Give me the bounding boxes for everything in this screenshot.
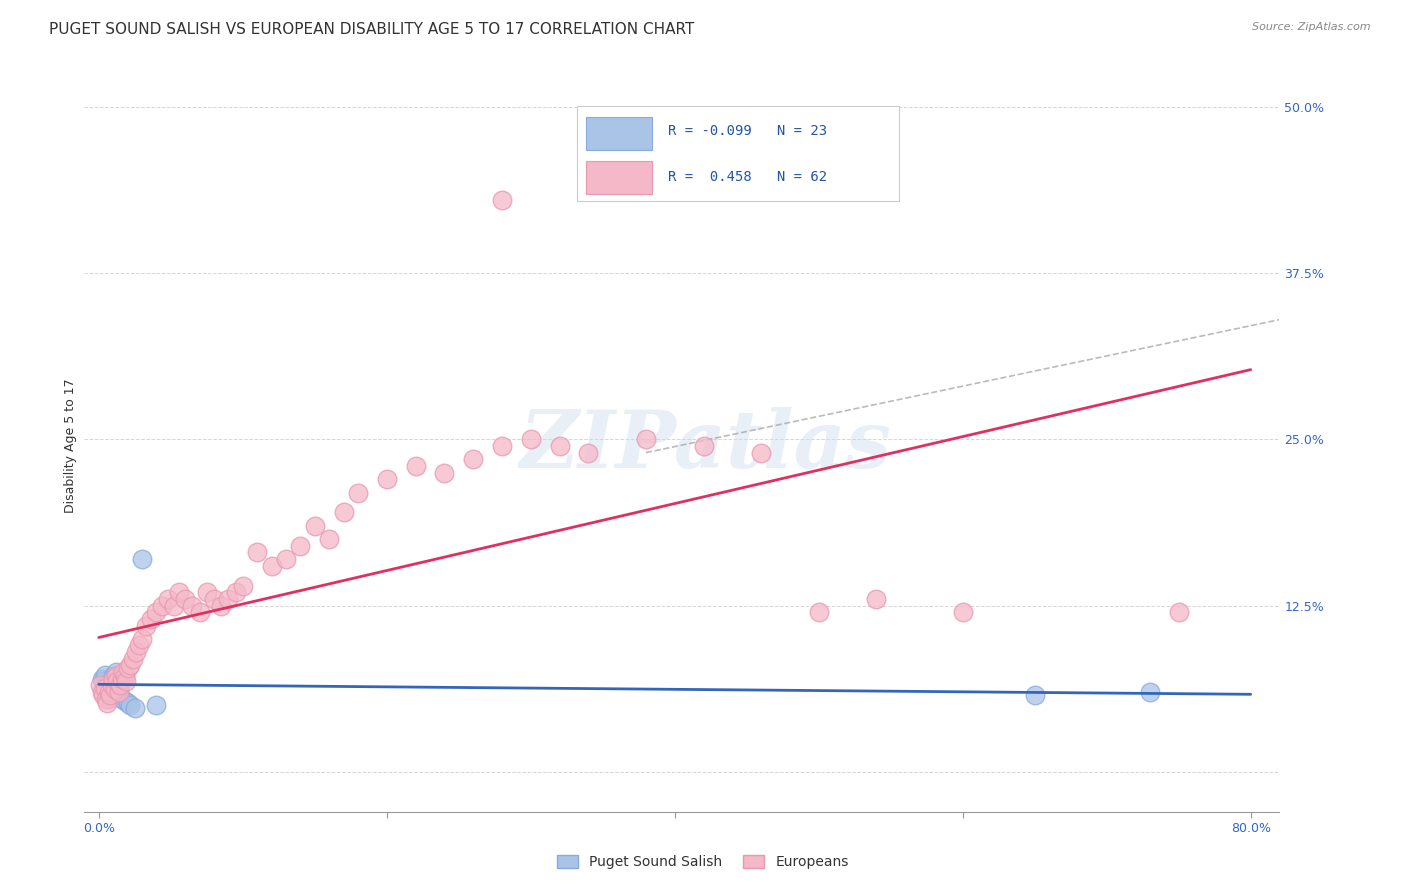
Point	[519, 433, 541, 447]
Point	[89, 678, 111, 692]
Point	[96, 685, 118, 699]
Point	[246, 545, 269, 559]
Point	[108, 685, 131, 699]
Point	[952, 605, 974, 619]
Point	[634, 433, 657, 447]
Point	[692, 439, 714, 453]
Point	[232, 579, 254, 593]
Legend: Puget Sound Salish, Europeans: Puget Sound Salish, Europeans	[550, 848, 856, 876]
Point	[318, 532, 340, 546]
Point	[107, 678, 129, 692]
Point	[114, 694, 136, 708]
Point	[131, 632, 153, 646]
Point	[217, 591, 239, 606]
Point	[463, 452, 485, 467]
Point	[105, 665, 128, 679]
Text: R = -0.099   N = 23: R = -0.099 N = 23	[668, 125, 827, 138]
Point	[128, 639, 150, 653]
Point	[375, 472, 398, 486]
Point	[93, 681, 115, 695]
Point	[105, 669, 128, 683]
Point	[101, 672, 124, 686]
Point	[90, 672, 112, 686]
Point	[112, 665, 135, 679]
Text: R =  0.458   N = 62: R = 0.458 N = 62	[668, 169, 827, 184]
Point	[274, 552, 297, 566]
Point	[110, 678, 132, 692]
Point	[491, 193, 513, 207]
Point	[111, 691, 134, 706]
Point	[91, 688, 114, 702]
Point	[260, 558, 283, 573]
Point	[96, 696, 118, 710]
FancyBboxPatch shape	[586, 117, 652, 150]
Text: Source: ZipAtlas.com: Source: ZipAtlas.com	[1253, 22, 1371, 32]
Point	[491, 439, 513, 453]
Point	[117, 661, 139, 675]
Point	[101, 669, 124, 683]
FancyBboxPatch shape	[576, 106, 900, 201]
Point	[110, 672, 132, 686]
Point	[107, 674, 129, 689]
Point	[98, 688, 121, 702]
Point	[304, 518, 326, 533]
Point	[290, 539, 312, 553]
Point	[111, 672, 134, 686]
Point	[749, 445, 772, 459]
Point	[135, 618, 157, 632]
Point	[90, 685, 112, 699]
Point	[181, 599, 204, 613]
Point	[174, 591, 197, 606]
Point	[120, 658, 142, 673]
Point	[94, 678, 117, 692]
Point	[1167, 605, 1189, 619]
Text: ZIPatlas: ZIPatlas	[520, 408, 891, 484]
Point	[225, 585, 247, 599]
Point	[93, 667, 115, 681]
Point	[145, 605, 167, 619]
Point	[125, 645, 148, 659]
Point	[156, 591, 179, 606]
Point	[98, 688, 121, 702]
Point	[131, 552, 153, 566]
Point	[91, 674, 114, 689]
Point	[405, 458, 427, 473]
Point	[1024, 688, 1046, 702]
Point	[117, 696, 139, 710]
Point	[97, 685, 120, 699]
Point	[104, 682, 127, 697]
Point	[162, 599, 184, 613]
Point	[122, 652, 145, 666]
Point	[188, 605, 211, 619]
Point	[169, 585, 191, 599]
Point	[100, 682, 122, 697]
Point	[104, 688, 127, 702]
Point	[865, 591, 887, 606]
Point	[115, 674, 138, 689]
Point	[548, 439, 571, 453]
Point	[108, 685, 131, 699]
Point	[576, 445, 599, 459]
Point	[433, 466, 456, 480]
Point	[145, 698, 167, 713]
Point	[120, 698, 142, 713]
Point	[124, 701, 146, 715]
Point	[807, 605, 830, 619]
Point	[97, 691, 120, 706]
Point	[114, 669, 136, 683]
Point	[150, 599, 173, 613]
Text: PUGET SOUND SALISH VS EUROPEAN DISABILITY AGE 5 TO 17 CORRELATION CHART: PUGET SOUND SALISH VS EUROPEAN DISABILIT…	[49, 22, 695, 37]
Point	[209, 599, 232, 613]
Point	[94, 691, 117, 706]
Point	[347, 485, 370, 500]
Y-axis label: Disability Age 5 to 17: Disability Age 5 to 17	[65, 379, 77, 513]
Point	[332, 506, 354, 520]
Point	[195, 585, 218, 599]
Point	[1139, 685, 1161, 699]
FancyBboxPatch shape	[586, 161, 652, 194]
Point	[139, 612, 162, 626]
Point	[202, 591, 225, 606]
Point	[100, 678, 122, 692]
